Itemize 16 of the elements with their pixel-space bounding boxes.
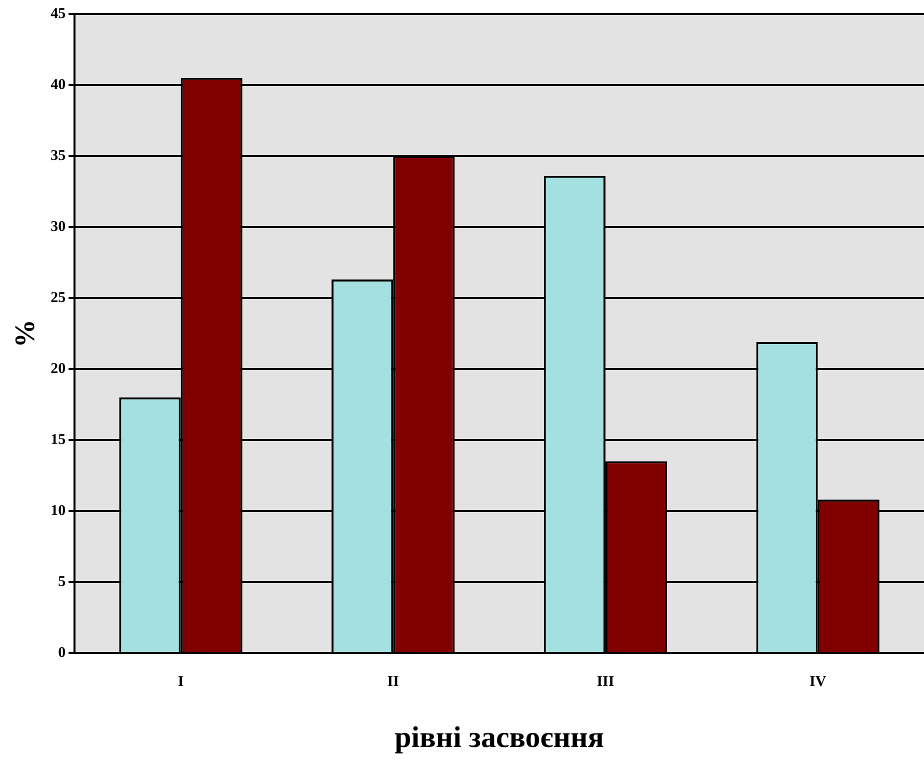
y-tick-label: 20 (50, 360, 66, 377)
y-tick-label: 25 (50, 290, 66, 306)
y-tick-label: 30 (50, 218, 66, 235)
y-tick-label: 5 (58, 574, 66, 590)
y-tick-label: 45 (50, 6, 66, 22)
x-axis-title: рівні засвоєння (394, 720, 604, 754)
x-tick-label: IV (809, 674, 826, 690)
x-tick-label: III (596, 674, 614, 690)
y-axis-title: % (10, 320, 42, 348)
y-tick-label: 40 (50, 76, 66, 93)
x-tick-label: II (387, 674, 400, 690)
y-tick-label: 15 (50, 432, 66, 448)
y-tick-label: 10 (50, 502, 66, 519)
y-tick-label: 35 (50, 148, 66, 164)
y-tick-label: 0 (58, 644, 66, 661)
x-tick-label: I (178, 674, 184, 690)
